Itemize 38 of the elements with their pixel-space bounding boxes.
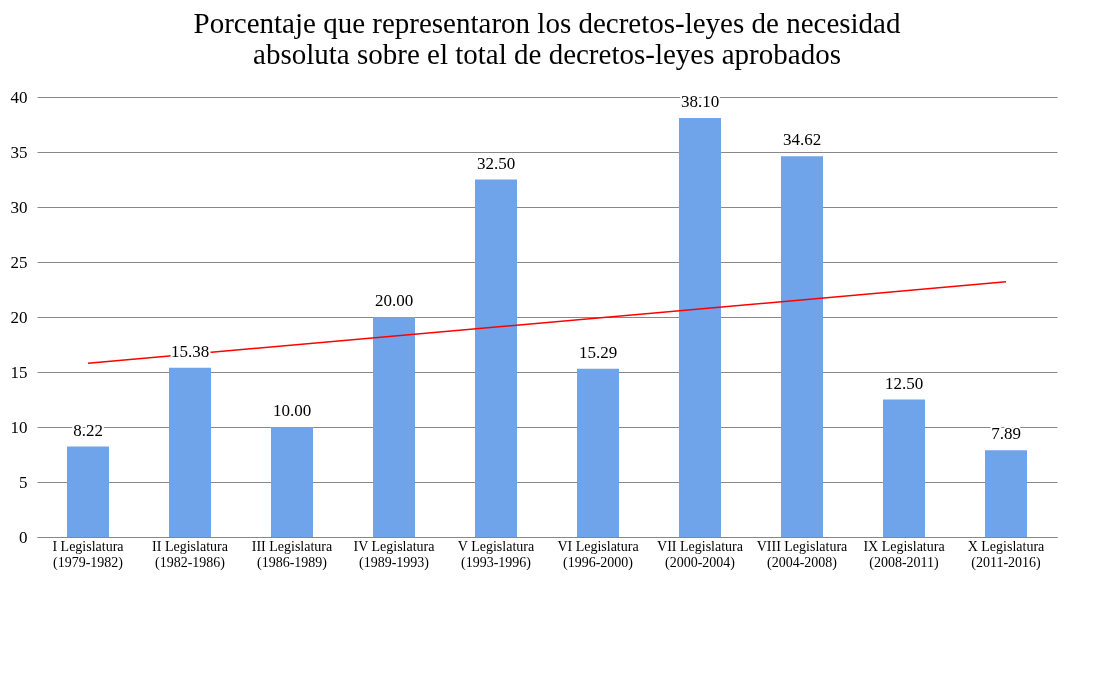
x-tick-label: VIII Legislatura (2004-2008) <box>756 538 849 571</box>
x-tick-label: I Legislatura (1979-1982) <box>52 538 125 571</box>
x-tick-label: IX Legislatura (2008-2011) <box>863 538 946 571</box>
bar <box>781 156 823 537</box>
y-tick-label: 35 <box>10 142 28 162</box>
bar <box>67 446 109 537</box>
bar <box>985 450 1027 537</box>
data-label: 10.00 <box>272 401 312 420</box>
y-tick-label: 5 <box>19 472 28 492</box>
y-tick-label: 20 <box>10 307 28 327</box>
chart-title: Porcentaje que representaron los decretos-leyes de necesidad absoluta sobre el total de decretos-leyes aprobados <box>193 7 901 70</box>
y-tick-label: 40 <box>10 87 28 107</box>
x-tick-label: III Legislatura (1986-1989) <box>251 538 334 571</box>
x-tick-label: IV Legislatura (1989-1993) <box>353 538 436 571</box>
bar <box>271 427 313 537</box>
x-tick-label: VI Legislatura (1996-2000) <box>557 538 640 571</box>
x-tick-label: II Legislatura (1982-1986) <box>152 538 229 571</box>
bar <box>577 368 619 537</box>
data-label: 15.29 <box>578 342 618 362</box>
y-tick-label: 10 <box>10 417 28 437</box>
x-tick-label: X Legislatura (2011-2016) <box>967 538 1046 571</box>
y-tick-label: 30 <box>10 197 28 217</box>
data-label: 32.50 <box>476 153 516 173</box>
data-label: 38.10 <box>680 91 720 111</box>
x-tick-label: V Legislatura (1993-1996) <box>457 538 535 571</box>
data-label: 20.00 <box>374 291 414 310</box>
bar <box>373 317 415 537</box>
data-label: 12.50 <box>884 373 924 393</box>
bar <box>475 179 517 537</box>
data-label: 7.89 <box>991 424 1021 444</box>
bar <box>883 399 925 537</box>
bar <box>169 367 211 537</box>
data-label: 34.62 <box>782 130 822 150</box>
x-tick-label: VII Legislatura (2000-2004) <box>657 538 744 571</box>
y-tick-label: 15 <box>10 362 28 382</box>
y-tick-label: 0 <box>19 527 28 547</box>
bar <box>679 117 721 537</box>
y-tick-label: 25 <box>10 252 28 272</box>
